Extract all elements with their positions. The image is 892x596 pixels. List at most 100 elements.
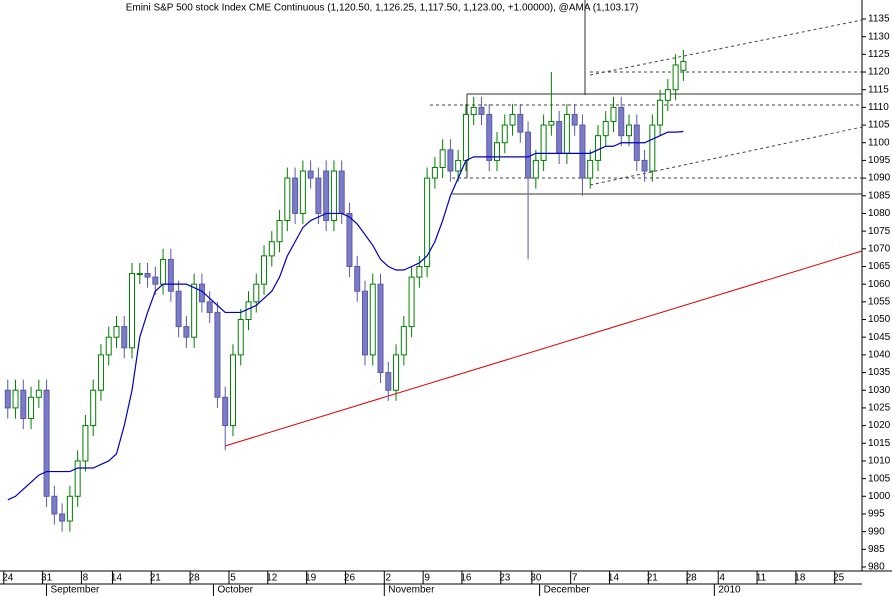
candle-body — [284, 177, 291, 222]
candle-body — [222, 396, 229, 427]
x-tick-label: 26 — [344, 573, 356, 584]
y-tick-label: 1105 — [868, 120, 890, 131]
y-tick-label: 990 — [868, 526, 885, 537]
chart-title: Emini S&P 500 stock Index CME Continuous… — [126, 3, 639, 14]
candle-body — [462, 113, 469, 161]
candle-body — [66, 495, 73, 522]
candle-body — [424, 177, 431, 267]
x-tick-label: 16 — [460, 573, 472, 584]
candle-body — [525, 131, 532, 179]
candle-body — [478, 106, 485, 115]
trend-line — [224, 250, 863, 447]
candle-body — [563, 113, 570, 154]
candle-body — [594, 135, 601, 161]
candle-body — [167, 258, 174, 292]
candle-body — [672, 64, 679, 91]
candle-body — [136, 273, 143, 276]
y-tick-label: 1015 — [868, 438, 891, 449]
candle-body — [447, 149, 454, 172]
month-label: 2010 — [718, 585, 741, 596]
candle-body — [486, 113, 493, 161]
channel-line — [589, 126, 863, 186]
x-tick-label: 11 — [756, 573, 767, 584]
candle-body — [12, 389, 19, 409]
x-tick-label: 23 — [499, 573, 511, 584]
candle-body — [571, 113, 578, 126]
x-tick-label: 18 — [794, 573, 806, 584]
candle-body — [121, 326, 128, 349]
y-tick-label: 1010 — [868, 456, 891, 467]
candle-body — [160, 258, 167, 285]
candle-body — [641, 159, 648, 172]
candle-body — [470, 106, 477, 115]
candle-body — [393, 354, 400, 391]
candle-body — [105, 336, 112, 356]
y-tick-label: 1110 — [868, 102, 889, 113]
candle-body — [649, 124, 656, 172]
y-tick-label: 1095 — [868, 155, 891, 166]
candle-body — [579, 124, 586, 179]
candle-body — [400, 326, 407, 356]
x-tick-label: 2 — [386, 573, 392, 584]
candle-body — [618, 106, 625, 137]
y-tick-label: 1115 — [868, 84, 889, 95]
candle-body — [408, 276, 415, 328]
candle-body — [51, 495, 58, 515]
y-tick-label: 1045 — [868, 332, 891, 343]
candle-body — [626, 124, 633, 137]
y-tick-label: 1060 — [868, 279, 891, 290]
candle-body — [261, 255, 268, 285]
month-label: September — [50, 585, 100, 596]
y-tick-label: 1080 — [868, 208, 891, 219]
y-tick-label: 980 — [868, 562, 885, 573]
candle-body — [602, 121, 609, 137]
candle-body — [315, 177, 322, 214]
candle-body — [494, 142, 501, 161]
candle-body — [113, 326, 120, 338]
candle-body — [501, 124, 508, 144]
candle-body — [74, 460, 81, 497]
y-tick-label: 1130 — [868, 31, 890, 42]
y-tick-label: 1030 — [868, 385, 891, 396]
candle-body — [354, 265, 361, 292]
candle-body — [509, 113, 516, 126]
y-tick-label: 1005 — [868, 473, 891, 484]
candle-body — [587, 159, 594, 179]
x-tick-label: 21 — [150, 573, 162, 584]
candle-body — [664, 89, 671, 101]
x-tick-label: 31 — [41, 573, 53, 584]
candle-body — [237, 319, 244, 356]
candle-body — [82, 425, 89, 462]
candle-body — [416, 265, 423, 278]
y-tick-label: 1035 — [868, 367, 891, 378]
month-label: October — [217, 585, 253, 596]
x-tick-label: 28 — [189, 573, 201, 584]
candle-body — [152, 276, 159, 285]
y-tick-label: 1040 — [868, 350, 891, 361]
y-tick-label: 1065 — [868, 261, 891, 272]
y-tick-label: 1000 — [868, 491, 891, 502]
drawings — [224, 0, 863, 447]
candle-body — [144, 273, 151, 278]
y-tick-label: 1075 — [868, 226, 891, 237]
y-tick-label: 1120 — [868, 67, 890, 78]
candle-body — [214, 311, 221, 398]
candle-body — [556, 121, 563, 154]
y-tick-label: 1100 — [868, 137, 890, 148]
x-tick-label: 19 — [305, 573, 317, 584]
x-tick-label: 21 — [647, 573, 659, 584]
candle-body — [439, 149, 446, 168]
candle-body — [191, 283, 198, 338]
y-tick-label: 1135 — [868, 14, 890, 25]
candle-body — [276, 220, 283, 243]
candle-body — [455, 159, 462, 172]
candle-body — [129, 273, 136, 349]
x-tick-label: 5 — [230, 573, 236, 584]
candle-body — [307, 170, 314, 179]
y-tick-label: 1055 — [868, 296, 891, 307]
candle-body — [253, 283, 260, 303]
y-tick-label: 1085 — [868, 190, 891, 201]
candle-body — [20, 389, 27, 420]
y-tick-label: 1070 — [868, 243, 891, 254]
